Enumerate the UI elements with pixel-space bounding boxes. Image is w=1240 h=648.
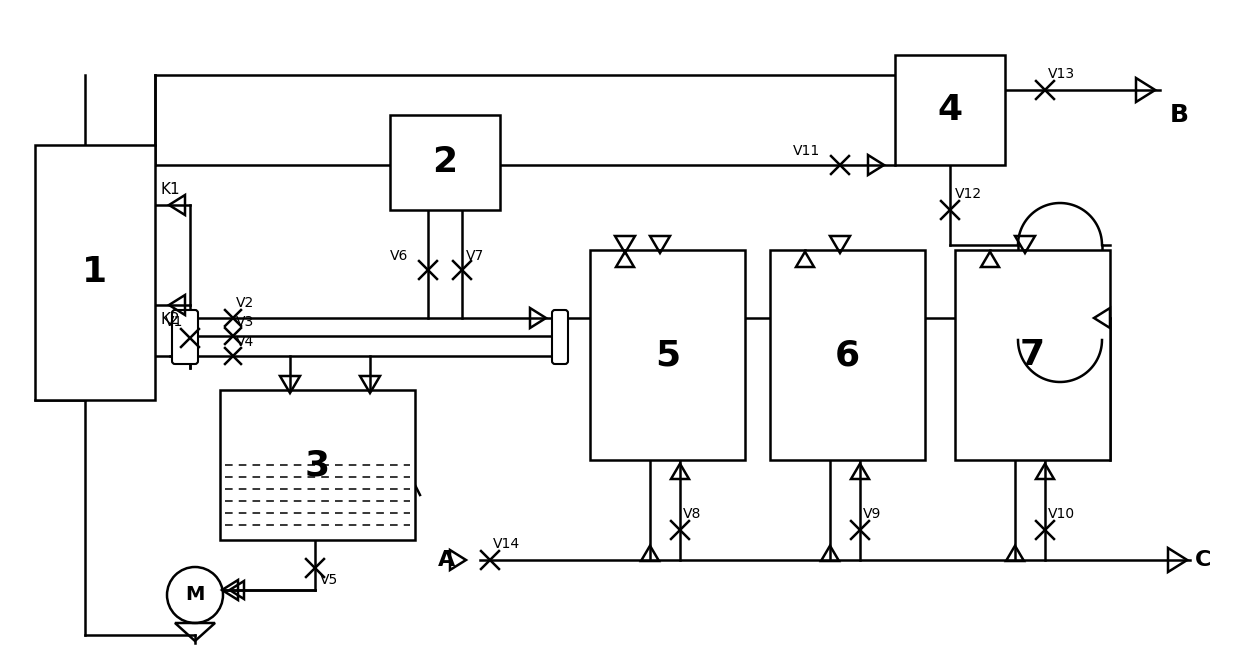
Text: V13: V13 <box>1048 67 1075 81</box>
Text: C: C <box>1195 550 1211 570</box>
Text: 5: 5 <box>655 338 680 372</box>
Bar <box>770 250 925 460</box>
Text: V2: V2 <box>236 296 254 310</box>
Text: 3: 3 <box>305 448 330 482</box>
Bar <box>391 115 500 210</box>
Text: A: A <box>438 550 455 570</box>
Bar <box>955 250 1110 460</box>
Text: V14: V14 <box>494 537 520 551</box>
Text: M: M <box>185 586 205 605</box>
Text: B: B <box>1171 103 1189 127</box>
Text: 7: 7 <box>1021 338 1045 372</box>
Text: V8: V8 <box>683 507 702 521</box>
FancyBboxPatch shape <box>172 310 198 364</box>
Text: V5: V5 <box>320 573 339 587</box>
Text: 1: 1 <box>82 255 108 290</box>
Text: 6: 6 <box>835 338 861 372</box>
Bar <box>590 250 745 460</box>
Text: 2: 2 <box>433 146 458 179</box>
Text: K2: K2 <box>160 312 180 327</box>
Bar <box>895 55 1004 165</box>
Text: K1: K1 <box>160 181 180 196</box>
Bar <box>35 145 155 400</box>
Text: V6: V6 <box>391 249 408 263</box>
Text: V12: V12 <box>955 187 982 201</box>
Text: V9: V9 <box>863 507 882 521</box>
Text: V7: V7 <box>466 249 485 263</box>
Text: V3: V3 <box>236 315 254 329</box>
FancyBboxPatch shape <box>552 310 568 364</box>
Text: V1: V1 <box>165 315 184 329</box>
Text: 4: 4 <box>937 93 962 127</box>
Text: V11: V11 <box>794 144 820 158</box>
Bar <box>219 390 415 540</box>
Text: V10: V10 <box>1048 507 1075 521</box>
Text: V4: V4 <box>236 335 254 349</box>
